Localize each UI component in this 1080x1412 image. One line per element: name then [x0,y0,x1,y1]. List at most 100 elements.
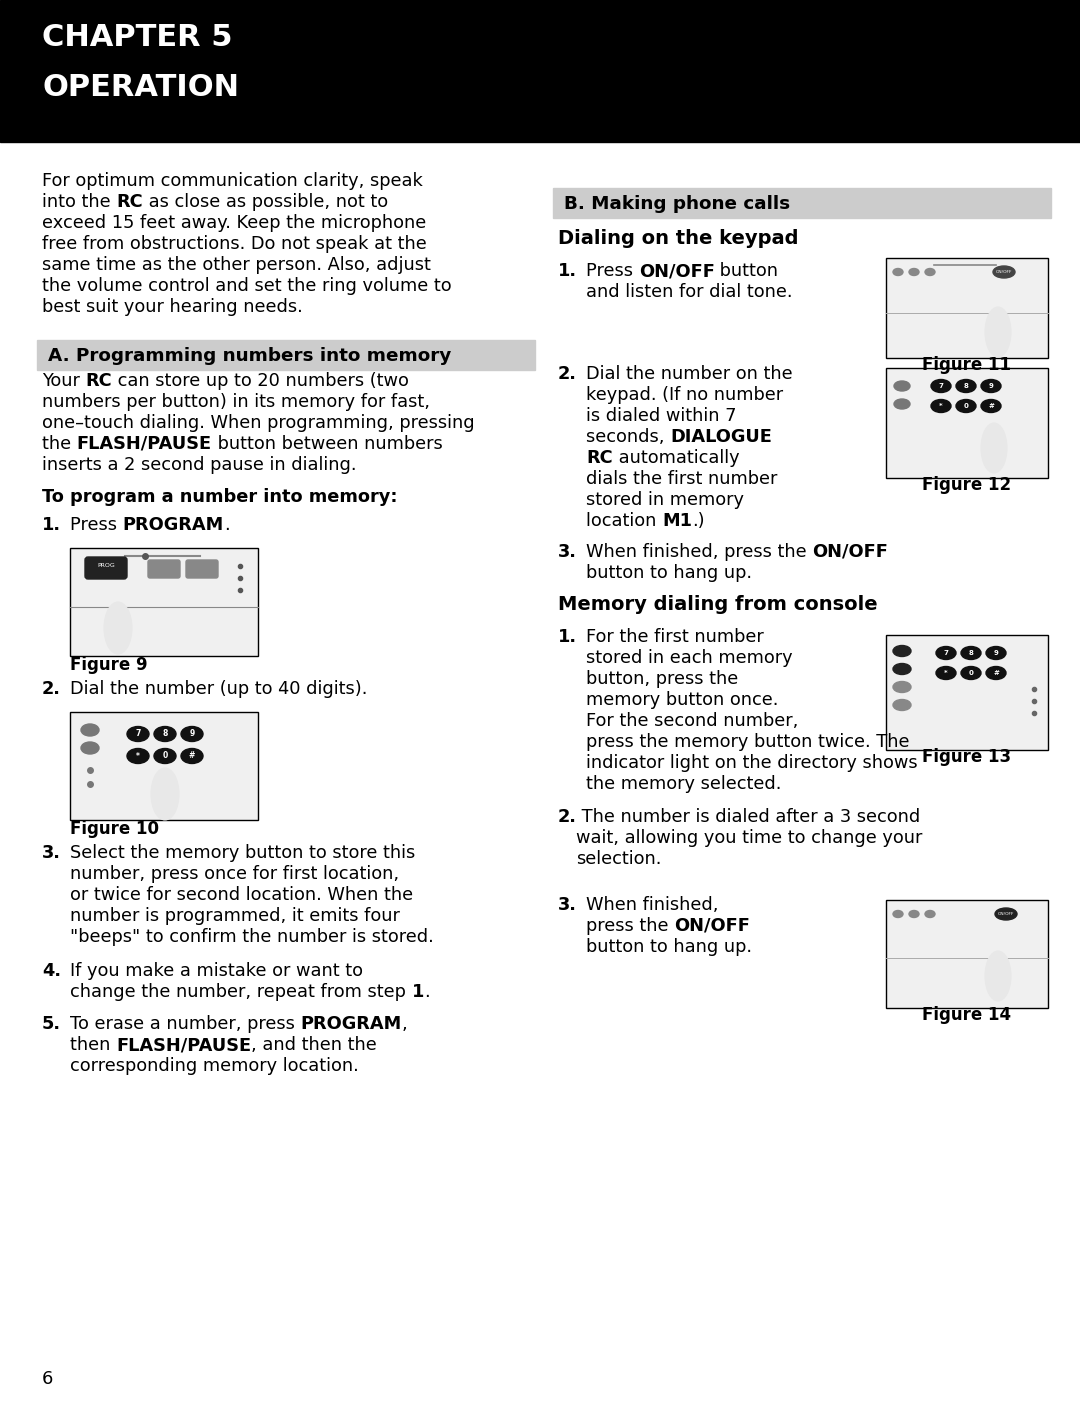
Text: To program a number into memory:: To program a number into memory: [42,489,397,505]
Text: button between numbers: button between numbers [212,435,443,453]
Text: PROG: PROG [97,563,114,568]
Text: press the memory button twice. The: press the memory button twice. The [586,733,909,751]
Ellipse shape [127,748,149,764]
Bar [0,0,1080,143]
Text: PROGRAM: PROGRAM [123,515,224,534]
Text: is dialed within 7: is dialed within 7 [586,407,737,425]
Ellipse shape [893,699,912,710]
Text: 5.: 5. [42,1015,60,1034]
Text: ON/OFF: ON/OFF [812,544,888,561]
Text: or twice for second location. When the: or twice for second location. When the [70,885,414,904]
Text: 0: 0 [969,671,973,676]
FancyBboxPatch shape [186,561,218,578]
Text: 1.: 1. [42,515,60,534]
Text: 7: 7 [939,383,944,388]
Text: Figure 11: Figure 11 [922,356,1012,374]
Text: exceed 15 feet away. Keep the microphone: exceed 15 feet away. Keep the microphone [42,215,427,232]
Ellipse shape [104,602,132,654]
Text: dials the first number: dials the first number [586,470,778,489]
Text: press the: press the [586,916,674,935]
Text: 8: 8 [162,730,167,738]
Ellipse shape [181,727,203,741]
Text: button to hang up.: button to hang up. [586,938,752,956]
Text: and listen for dial tone.: and listen for dial tone. [586,282,793,301]
Text: number, press once for first location,: number, press once for first location, [70,866,400,882]
Ellipse shape [981,424,1007,473]
Ellipse shape [893,911,903,918]
Text: .): .) [692,513,704,530]
Ellipse shape [981,400,1001,412]
Ellipse shape [127,727,149,741]
Text: 7: 7 [944,650,948,657]
Text: , and then the: , and then the [252,1036,377,1053]
Text: FLASH/PAUSE: FLASH/PAUSE [116,1036,252,1053]
Text: Press: Press [70,515,123,534]
Bar [886,899,1048,1008]
Text: 9: 9 [988,383,994,388]
Text: wait, allowing you time to change your: wait, allowing you time to change your [576,829,922,847]
Text: M1: M1 [662,513,692,530]
Text: button to hang up.: button to hang up. [586,563,752,582]
Ellipse shape [894,400,910,409]
Text: the volume control and set the ring volume to: the volume control and set the ring volu… [42,277,451,295]
Ellipse shape [961,647,981,659]
Text: 1: 1 [411,983,423,1001]
Text: 3.: 3. [558,544,577,561]
Text: change the number, repeat from step: change the number, repeat from step [70,983,411,1001]
Ellipse shape [894,381,910,391]
Text: Dialing on the keypad: Dialing on the keypad [558,229,798,249]
Text: indicator light on the directory shows: indicator light on the directory shows [586,754,918,772]
Ellipse shape [986,647,1005,659]
Ellipse shape [893,268,903,275]
Text: same time as the other person. Also, adjust: same time as the other person. Also, adj… [42,256,431,274]
Text: OPERATION: OPERATION [42,73,239,102]
Ellipse shape [981,380,1001,393]
Ellipse shape [181,748,203,764]
Ellipse shape [81,724,99,736]
Bar [886,258,1048,359]
Bar [553,188,1051,217]
Text: *: * [136,751,140,761]
Text: button: button [715,263,779,280]
Text: 9: 9 [189,730,194,738]
Text: For the first number: For the first number [586,628,764,647]
Text: RC: RC [586,449,612,467]
Ellipse shape [985,952,1011,1001]
Text: seconds,: seconds, [586,428,670,446]
Text: ,: , [402,1015,407,1034]
Ellipse shape [985,306,1011,357]
Text: Figure 13: Figure 13 [922,748,1012,765]
Text: *: * [944,671,948,676]
Text: RC: RC [85,371,112,390]
Text: 8: 8 [963,383,969,388]
Text: ON/OFF: ON/OFF [638,263,715,280]
Ellipse shape [893,682,912,692]
Text: 3.: 3. [558,897,577,914]
Text: B. Making phone calls: B. Making phone calls [564,195,791,213]
Text: corresponding memory location.: corresponding memory location. [70,1058,359,1075]
Ellipse shape [909,268,919,275]
Text: stored in memory: stored in memory [586,491,744,508]
Ellipse shape [961,666,981,679]
Text: memory button once.: memory button once. [586,690,779,709]
Ellipse shape [931,400,951,412]
Text: "beeps" to confirm the number is stored.: "beeps" to confirm the number is stored. [70,928,434,946]
Text: location: location [586,513,662,530]
Text: the memory selected.: the memory selected. [586,775,781,794]
Text: RC: RC [117,193,143,210]
Text: 2.: 2. [42,681,60,698]
Text: 0: 0 [162,751,167,761]
Ellipse shape [154,727,176,741]
Ellipse shape [986,666,1005,679]
Ellipse shape [936,666,956,679]
Text: 2.: 2. [558,808,577,826]
Text: For optimum communication clarity, speak: For optimum communication clarity, speak [42,172,423,191]
Bar [70,548,258,657]
Text: .: . [423,983,430,1001]
Ellipse shape [993,265,1015,278]
Bar [886,635,1048,750]
Text: number is programmed, it emits four: number is programmed, it emits four [70,907,400,925]
Text: button, press the: button, press the [586,671,739,688]
Text: ON/OFF: ON/OFF [998,912,1014,916]
Text: Select the memory button to store this: Select the memory button to store this [70,844,415,861]
